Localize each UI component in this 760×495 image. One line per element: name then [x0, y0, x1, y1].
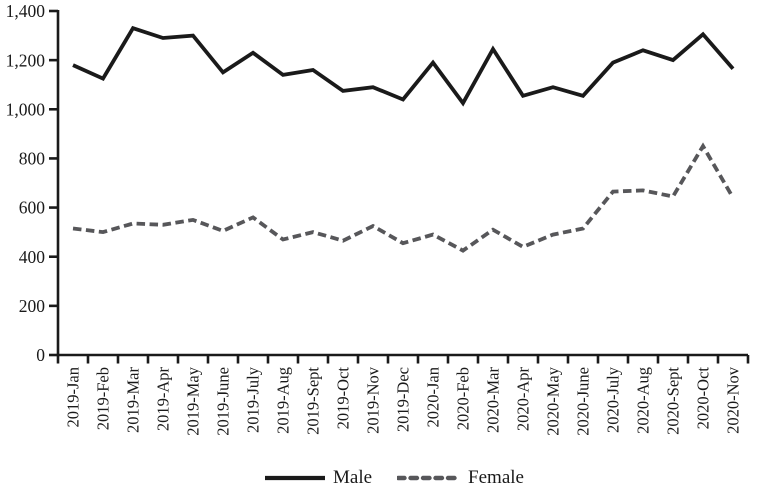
male-series-line: [72, 25, 735, 107]
x-tick-label: 2020-June: [574, 367, 593, 436]
y-tick-label: 800: [19, 149, 46, 169]
female-legend-line-sample: [397, 475, 462, 480]
x-tick-label: 2019-Oct: [334, 367, 353, 430]
x-tick-label: 2019-Apr: [154, 366, 173, 431]
x-tick-label: 2019-Nov: [364, 366, 383, 434]
legend-label-female: Female: [468, 467, 524, 488]
y-tick-label: 200: [19, 296, 46, 316]
x-tick-label: 2019-Aug: [274, 367, 293, 434]
x-tick-label: 2020-May: [544, 366, 563, 435]
x-tick-label: 2019-Jan: [64, 367, 83, 428]
y-tick-label: 1,200: [6, 50, 46, 70]
x-tick-label: 2020-Jan: [424, 367, 443, 428]
y-tick-label: 0: [36, 345, 45, 365]
x-tick-label: 2020-Aug: [634, 367, 653, 434]
x-tick-label: 2020-Sept: [664, 367, 683, 435]
x-tick-label: 2020-Feb: [454, 367, 473, 430]
x-tick-label: 2019-Mar: [124, 366, 143, 432]
plot-area: 0 200 400 600 800 1,000 1,200 1,400 2019-Jan 2019…: [6, 1, 750, 436]
x-tick-label: 2020-July: [604, 366, 623, 433]
x-tick-label: 2020-Nov: [724, 366, 743, 434]
legend-label-male: Male: [333, 467, 373, 488]
x-tick-label: 2019-Dec: [394, 367, 413, 432]
y-tick-label: 1,400: [6, 1, 46, 21]
x-tick-label: 2020-Apr: [514, 366, 533, 431]
x-tick-label: 2019-May: [184, 366, 203, 435]
legend: Male Female: [14, 468, 760, 487]
x-tick-label: 2019-Sept: [304, 367, 323, 435]
y-tick-label: 600: [19, 198, 46, 218]
x-tick-label: 2020-Oct: [694, 367, 713, 430]
y-tick-label: 400: [19, 247, 46, 267]
x-tick-label: 2019-Feb: [94, 367, 113, 430]
x-tick-label: 2019-July: [244, 366, 263, 433]
y-tick-label: 1,000: [6, 99, 46, 119]
x-tick-label: 2020-Mar: [484, 366, 503, 432]
male-legend-line-sample: [265, 475, 325, 480]
x-tick-label: 2019-June: [214, 367, 233, 436]
female-series-line: [72, 142, 735, 253]
